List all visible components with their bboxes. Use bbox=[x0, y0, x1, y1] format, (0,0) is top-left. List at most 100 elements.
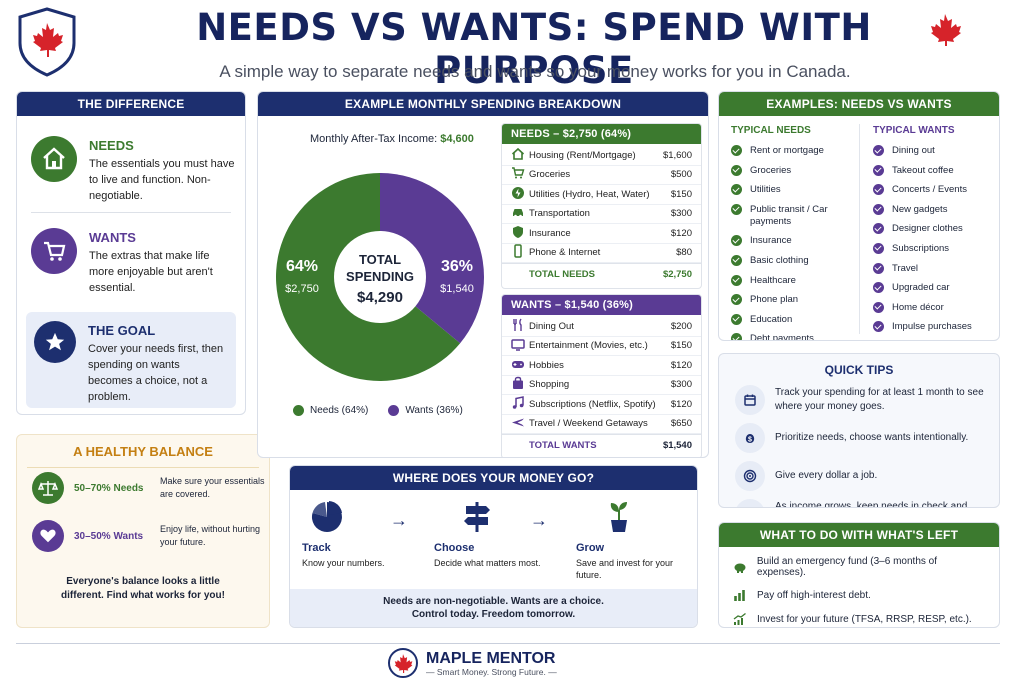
tips-panel: QUICK TIPS Track your spending for at le… bbox=[718, 353, 1000, 508]
list-item-label: Education bbox=[750, 313, 793, 325]
row-label: Travel / Weekend Getaways bbox=[529, 418, 648, 430]
footer-rule bbox=[16, 643, 1000, 644]
table-row: Entertainment (Movies, etc.) $150 bbox=[502, 337, 701, 356]
list-item-label: Basic clothing bbox=[750, 254, 809, 266]
flow-step: Track Know your numbers. bbox=[302, 500, 420, 569]
balance-panel: A HEALTHY BALANCE 50–70% Needs Make sure… bbox=[16, 434, 270, 628]
flow-footer-line1: Needs are non-negotiable. Wants are a ch… bbox=[383, 596, 604, 607]
house-icon bbox=[31, 136, 77, 182]
flow-step-text: Know your numbers. bbox=[302, 558, 385, 568]
list-item: Public transit / Car payments bbox=[731, 203, 859, 228]
list-item-label: Subscriptions bbox=[892, 242, 950, 254]
row-value: $300 bbox=[670, 379, 692, 391]
list-item: Home décor bbox=[873, 301, 995, 314]
check-icon bbox=[731, 274, 742, 286]
check-icon bbox=[731, 203, 742, 215]
brand-name: MAPLE MENTOR bbox=[426, 649, 556, 667]
row-label: Hobbies bbox=[529, 359, 564, 371]
row-label: Phone & Internet bbox=[529, 247, 601, 259]
list-item: Healthcare bbox=[731, 274, 859, 287]
wants-definition: WANTS The extras that make life more enj… bbox=[31, 228, 235, 296]
breakdown-panel: EXAMPLE MONTHLY SPENDING BREAKDOWN Month… bbox=[257, 91, 709, 458]
needs-examples-heading: TYPICAL NEEDS bbox=[731, 125, 811, 136]
check-icon bbox=[731, 145, 742, 156]
row-value: $650 bbox=[670, 418, 692, 430]
tip-item: $ Prioritize needs, choose wants intentio… bbox=[735, 423, 987, 453]
gamepad-icon bbox=[511, 357, 529, 374]
list-item-label: Impulse purchases bbox=[892, 321, 972, 333]
trend-up-icon bbox=[733, 612, 749, 626]
donut-needs-pct: 64% bbox=[286, 258, 318, 275]
brand-tagline-text: Smart Money. Strong Future. bbox=[436, 666, 546, 677]
list-item: Upgraded car bbox=[873, 282, 995, 294]
table-row: Groceries $500 bbox=[502, 166, 701, 185]
maple-leaf-icon bbox=[928, 12, 962, 51]
goal-row: THE GOAL Cover your needs first, then sp… bbox=[34, 321, 226, 405]
table-row: Housing (Rent/Mortgage) $1,600 bbox=[502, 146, 701, 166]
difference-panel: THE DIFFERENCE NEEDS The essentials you … bbox=[16, 91, 246, 415]
row-value: $150 bbox=[670, 340, 692, 352]
cart-icon bbox=[31, 228, 77, 274]
needs-table-heading: NEEDS – $2,750 (64%) bbox=[502, 124, 701, 144]
bolt-icon bbox=[511, 186, 529, 203]
tip-text: As income grows, keep needs in check and… bbox=[775, 501, 968, 508]
list-item: Insurance bbox=[731, 235, 859, 247]
page-title: NEEDS VS WANTS: SPEND WITH PURPOSE bbox=[196, 6, 872, 92]
check-icon bbox=[731, 235, 742, 247]
row-label: Subscriptions (Netflix, Spotify) bbox=[529, 398, 656, 410]
needs-total-label: TOTAL NEEDS bbox=[529, 269, 595, 280]
maple-leaf-shield-icon bbox=[18, 7, 76, 77]
check-icon bbox=[873, 184, 884, 196]
list-item: Dining out bbox=[873, 145, 995, 157]
list-item: Subscriptions bbox=[873, 242, 995, 255]
wants-total-row: TOTAL WANTS $1,540 bbox=[502, 434, 701, 456]
wants-table-heading: WANTS – $1,540 (36%) bbox=[502, 295, 701, 315]
divider bbox=[27, 467, 259, 468]
legend-wants-swatch bbox=[388, 405, 400, 416]
table-row: Subscriptions (Netflix, Spotify) $120 bbox=[502, 395, 701, 415]
list-item-label: Insurance bbox=[750, 235, 792, 247]
list-item-label: Designer clothes bbox=[892, 223, 963, 235]
donut-center-line1: TOTAL bbox=[359, 252, 401, 267]
check-icon bbox=[873, 301, 884, 313]
needs-total-value: $2,750 bbox=[662, 269, 692, 280]
balance-footer: Everyone's balance looks a little differ… bbox=[61, 576, 225, 601]
cart-icon bbox=[511, 166, 529, 183]
check-icon bbox=[873, 242, 884, 254]
list-item: Utilities bbox=[731, 184, 859, 196]
legend-needs-swatch bbox=[293, 405, 304, 416]
list-item: Groceries bbox=[731, 164, 859, 177]
star-icon bbox=[34, 321, 76, 363]
row-value: $120 bbox=[670, 227, 692, 239]
pie-chart-icon bbox=[310, 500, 420, 536]
income-label: Monthly After-Tax Income: bbox=[310, 133, 438, 145]
dollar-bag-icon: $ bbox=[735, 423, 765, 453]
donut-hole bbox=[334, 231, 426, 323]
row-label: Housing (Rent/Mortgage) bbox=[529, 149, 636, 161]
check-icon bbox=[873, 262, 884, 274]
donut-needs-amount: $2,750 bbox=[285, 283, 319, 295]
list-item-label: Concerts / Events bbox=[892, 184, 967, 196]
list-item: New gadgets bbox=[873, 203, 995, 216]
donut-legend: Needs (64%) Wants (36%) bbox=[293, 405, 463, 416]
list-item: Phone plan bbox=[731, 294, 859, 306]
check-icon bbox=[873, 164, 884, 176]
examples-heading: EXAMPLES: NEEDS VS WANTS bbox=[719, 92, 999, 116]
heart-icon bbox=[32, 520, 64, 552]
list-item: Rent or mortgage bbox=[731, 145, 859, 157]
scale-icon bbox=[32, 472, 64, 504]
table-row: Transportation $300 bbox=[502, 205, 701, 224]
house-icon bbox=[511, 147, 529, 164]
spending-donut-chart: TOTAL SPENDING $4,290 64% $2,750 36% $1,… bbox=[276, 173, 485, 381]
flow-footer-line2: Control today. Freedom tomorrow. bbox=[411, 609, 576, 620]
list-item-label: New gadgets bbox=[892, 203, 948, 215]
list-item-label: Phone plan bbox=[750, 294, 799, 306]
table-row: Utilities (Hydro, Heat, Water) $150 bbox=[502, 185, 701, 205]
row-value: $150 bbox=[670, 188, 692, 200]
list-item: Designer clothes bbox=[873, 223, 995, 235]
tips-heading: QUICK TIPS bbox=[824, 363, 894, 377]
tv-icon bbox=[511, 337, 529, 354]
flow-panel: WHERE DOES YOUR MONEY GO? Track Know your… bbox=[289, 465, 698, 628]
flow-step: Choose Decide what matters most. bbox=[434, 500, 552, 569]
list-item-label: Home décor bbox=[892, 301, 944, 313]
